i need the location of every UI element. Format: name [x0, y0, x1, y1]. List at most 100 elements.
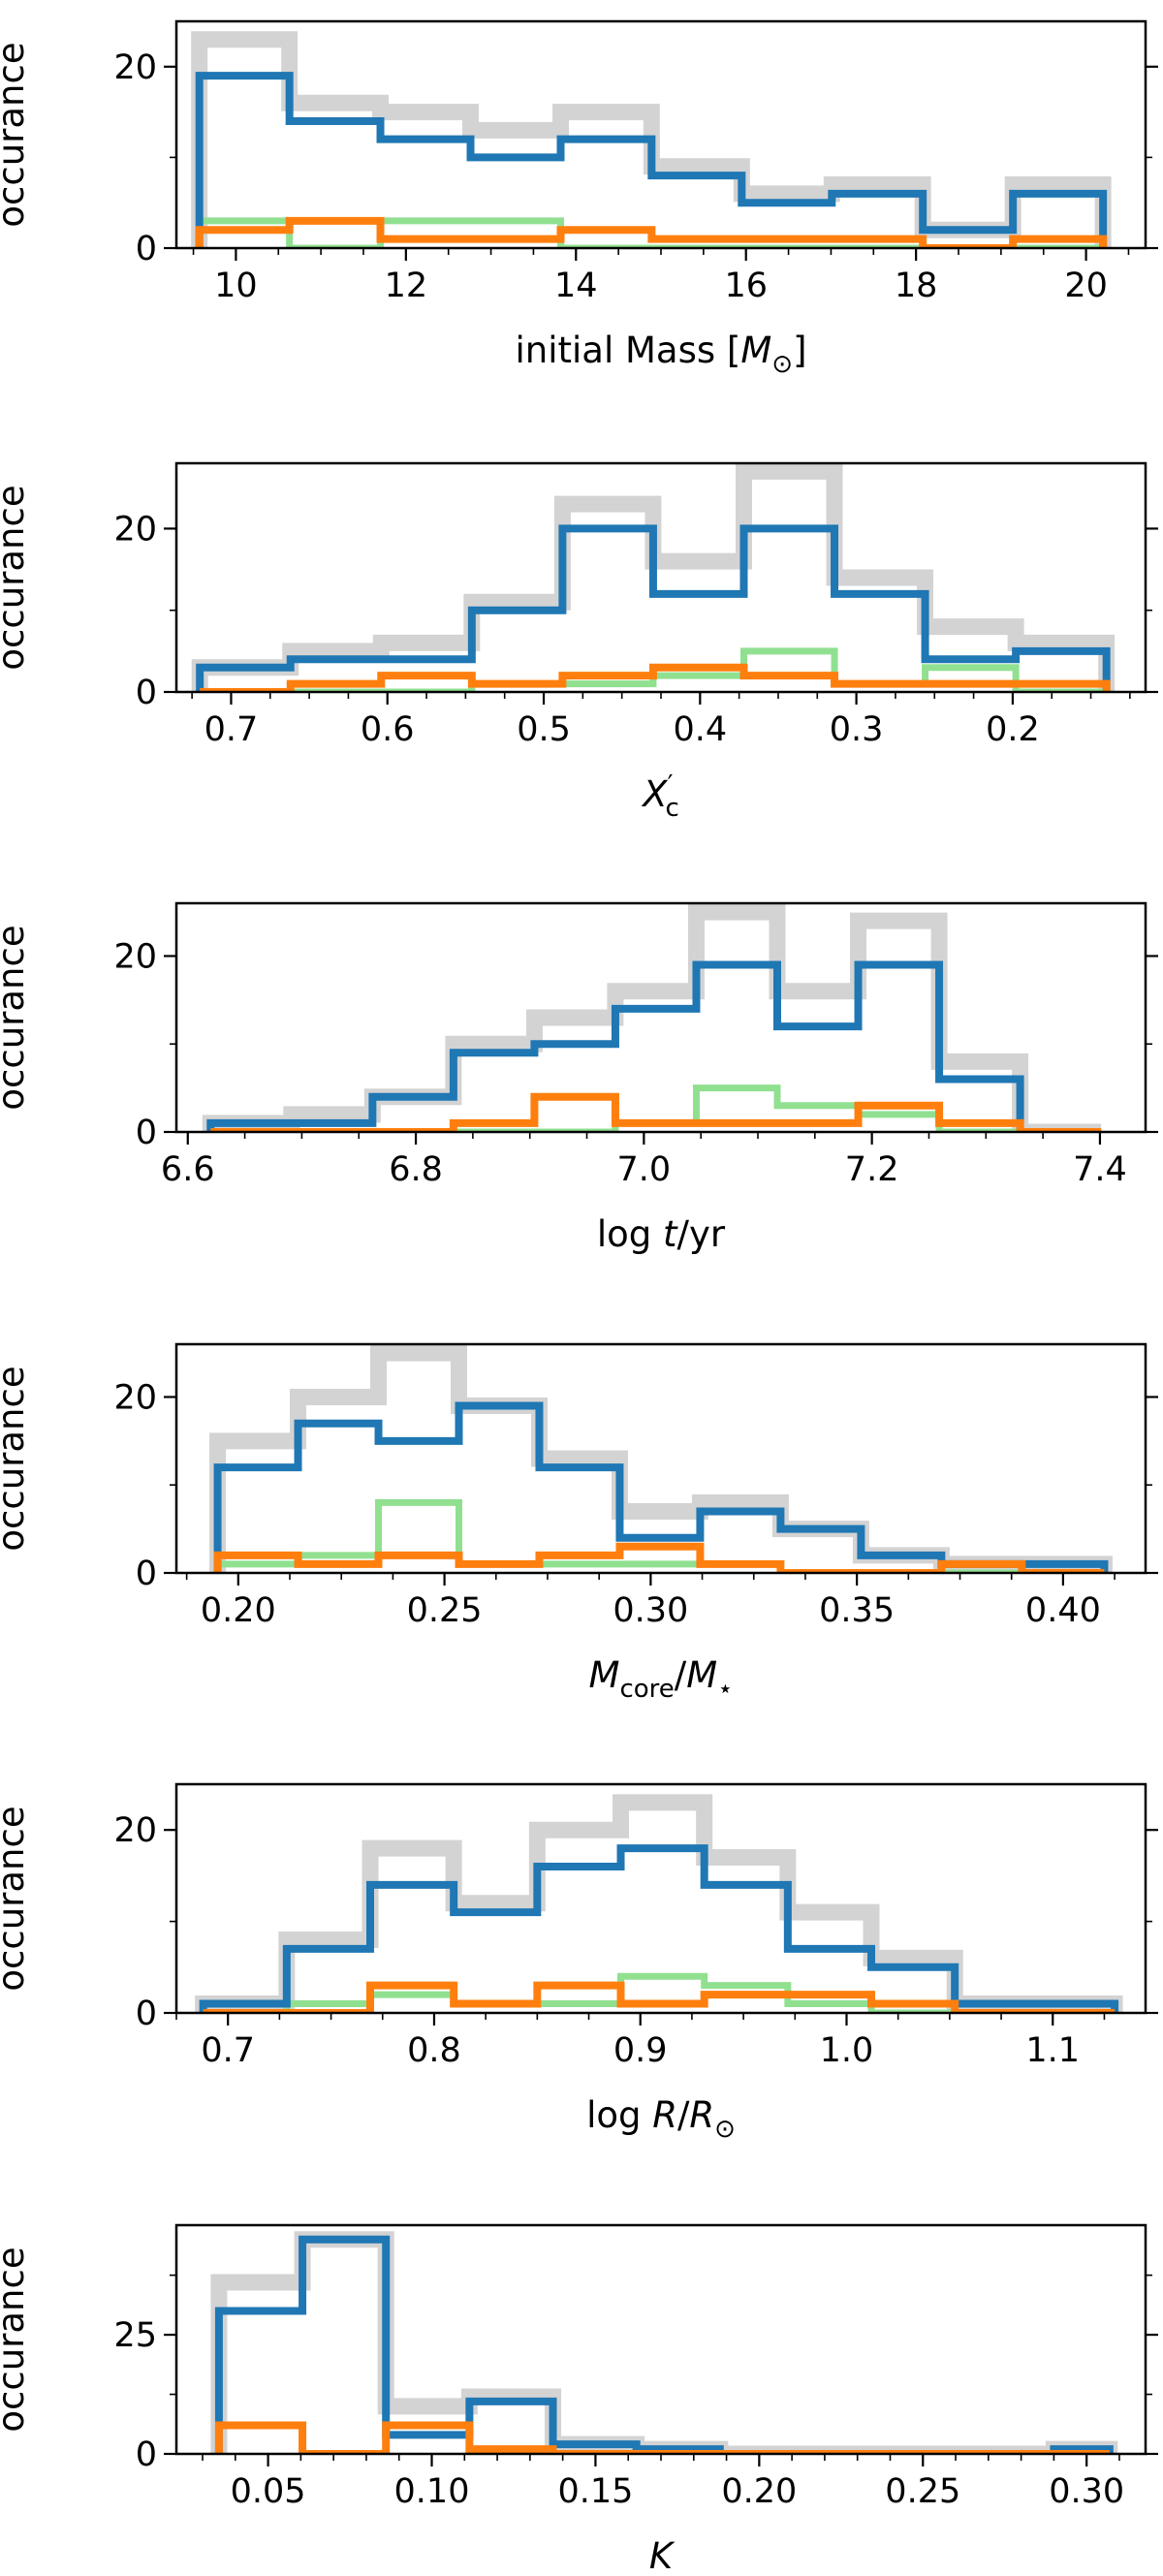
- series-total-step: [202, 903, 1102, 1132]
- axes-frame: [174, 901, 1147, 1134]
- x-tick-label: 0.9: [613, 2031, 668, 2070]
- series-orange-step: [214, 2421, 1110, 2454]
- x-tick-label: 0.4: [673, 710, 727, 749]
- y-axis-label: occurance: [0, 42, 32, 227]
- x-tick-label: 10: [214, 267, 258, 305]
- series-total-step: [210, 2231, 1118, 2454]
- x-tick-label: 18: [895, 267, 938, 305]
- series-blue-step: [199, 1844, 1119, 2013]
- x-label-sup: ′: [668, 770, 674, 800]
- x-label-sub: ⊙: [714, 2115, 736, 2144]
- x-tick-label: 0.7: [201, 2031, 255, 2070]
- axes-frame: [174, 2223, 1147, 2456]
- panel-1: 10 12 14 16 18 20 0 20 occurance initial Mass [M⊙…: [0, 19, 1158, 379]
- y-tick-label: 0: [136, 1555, 157, 1593]
- x-label-text: /: [675, 1654, 687, 1696]
- x-label-symbol: X: [641, 773, 669, 815]
- x-label-symbol: t: [663, 1213, 678, 1255]
- x-label-symbol: R: [652, 2094, 677, 2136]
- panel-2: 0.7 0.6 0.5 0.4 0.3 0.2 0 20 occurance X′ c: [0, 461, 1158, 823]
- y-tick-label: 0: [136, 230, 157, 268]
- x-tick-label: 0.35: [819, 1591, 895, 1630]
- y-axis-label: occurance: [0, 485, 32, 670]
- y-tick-label: 0: [136, 1995, 157, 2033]
- x-label-text: log: [597, 1213, 663, 1255]
- x-tick-label: 0.25: [407, 1591, 483, 1630]
- y-tick-label: 25: [113, 2316, 157, 2355]
- x-tick-label: 12: [385, 267, 428, 305]
- x-axis-label: initial Mass [M⊙]: [515, 330, 806, 379]
- y-axis-label: occurance: [0, 1366, 32, 1551]
- x-axis-label: log t/yr: [597, 1213, 726, 1255]
- series-orange-step: [210, 1092, 1102, 1132]
- x-axis-label: Mcore/M⋆: [589, 1654, 734, 1704]
- x-label-symbol: M: [686, 1654, 717, 1696]
- x-label-text: /yr: [677, 1213, 726, 1255]
- x-label-symbol: K: [649, 2535, 676, 2576]
- x-tick-label: 16: [724, 267, 768, 305]
- x-tick-label: 0.15: [557, 2472, 633, 2511]
- x-label-text: initial Mass [: [515, 330, 740, 371]
- x-tick-label: 0.6: [361, 710, 415, 749]
- x-tick-label: 20: [1064, 267, 1108, 305]
- y-tick-label: 20: [113, 510, 157, 549]
- series-blue-step: [206, 960, 1102, 1132]
- axes-frame: [174, 1782, 1147, 2015]
- series-group: [191, 463, 1116, 692]
- x-label-text: log: [586, 2094, 652, 2136]
- x-label-sub: c: [665, 794, 678, 823]
- y-axis-label: occurance: [0, 2246, 32, 2432]
- x-tick-label: 0.10: [394, 2472, 470, 2511]
- y-tick-label: 0: [136, 674, 157, 712]
- x-tick-label: 1.1: [1025, 2031, 1080, 2070]
- y-tick-label: 20: [113, 937, 157, 976]
- x-tick-label: 0.3: [830, 710, 884, 749]
- x-tick-label: 0.20: [721, 2472, 797, 2511]
- x-tick-label: 0.2: [986, 710, 1040, 749]
- x-label-text: /: [677, 2094, 690, 2136]
- y-tick-label: 20: [113, 1378, 157, 1417]
- x-tick-label: 0.40: [1025, 1591, 1101, 1630]
- x-tick-label: 7.2: [845, 1150, 899, 1189]
- series-group: [195, 1794, 1123, 2013]
- x-tick-label: 14: [554, 267, 598, 305]
- series-group: [209, 1344, 1113, 1573]
- x-tick-label: 0.30: [1049, 2472, 1124, 2511]
- x-tick-label: 0.30: [613, 1591, 688, 1630]
- series-blue-step: [196, 524, 1111, 692]
- x-tick-label: 6.6: [161, 1150, 215, 1189]
- x-label-sub: core: [619, 1675, 674, 1704]
- axes-frame: [174, 1342, 1147, 1575]
- x-label-sub: ⋆: [717, 1675, 733, 1704]
- series-orange-step: [203, 1981, 1116, 2013]
- x-tick-label: 1.0: [820, 2031, 874, 2070]
- series-blue-step: [195, 72, 1108, 248]
- y-tick-label: 0: [136, 2435, 157, 2474]
- series-orange-step: [195, 216, 1108, 248]
- series-group: [210, 2231, 1118, 2454]
- series-blue-step: [214, 2235, 1114, 2454]
- x-label-text: ]: [793, 330, 806, 371]
- x-tick-label: 6.8: [389, 1150, 443, 1189]
- x-label-symbol: R: [689, 2094, 714, 2136]
- x-tick-label: 7.0: [617, 1150, 672, 1189]
- series-group: [191, 31, 1112, 248]
- panel-6: 0.05 0.10 0.15 0.20 0.25 0.30 0 25 occurance K: [0, 2223, 1158, 2576]
- x-tick-label: 0.20: [201, 1591, 276, 1630]
- y-axis-label: occurance: [0, 925, 32, 1110]
- x-axis-label: X′ c: [641, 770, 679, 823]
- series-total-step: [195, 1794, 1123, 2013]
- x-label-symbol: M: [589, 1654, 620, 1696]
- series-group: [202, 903, 1102, 1132]
- series-blue-step: [213, 1401, 1109, 1573]
- x-tick-label: 7.4: [1073, 1150, 1127, 1189]
- y-tick-label: 20: [113, 48, 157, 87]
- y-tick-label: 0: [136, 1114, 157, 1152]
- x-tick-label: 0.5: [517, 710, 571, 749]
- axes-frame: [174, 19, 1147, 250]
- x-tick-label: 0.05: [231, 2472, 306, 2511]
- x-tick-label: 0.8: [407, 2031, 461, 2070]
- y-axis-label: occurance: [0, 1806, 32, 1991]
